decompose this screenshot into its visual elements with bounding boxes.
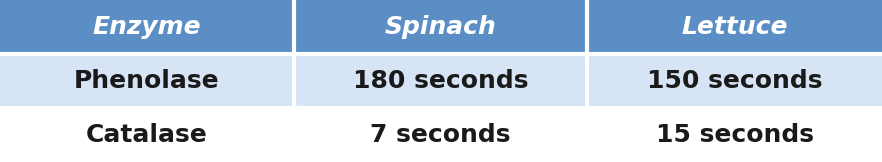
Text: Enzyme: Enzyme: [93, 15, 201, 39]
FancyBboxPatch shape: [587, 108, 882, 162]
Text: Lettuce: Lettuce: [682, 15, 788, 39]
Text: 15 seconds: 15 seconds: [655, 123, 814, 147]
FancyBboxPatch shape: [587, 0, 882, 54]
FancyBboxPatch shape: [0, 54, 294, 108]
Text: 150 seconds: 150 seconds: [647, 69, 822, 93]
FancyBboxPatch shape: [294, 108, 587, 162]
Text: Phenolase: Phenolase: [74, 69, 220, 93]
FancyBboxPatch shape: [294, 0, 587, 54]
FancyBboxPatch shape: [0, 108, 294, 162]
FancyBboxPatch shape: [294, 54, 587, 108]
Text: Catalase: Catalase: [86, 123, 208, 147]
Text: 7 seconds: 7 seconds: [370, 123, 511, 147]
FancyBboxPatch shape: [587, 54, 882, 108]
Text: Spinach: Spinach: [385, 15, 497, 39]
Text: 180 seconds: 180 seconds: [353, 69, 528, 93]
FancyBboxPatch shape: [0, 0, 294, 54]
